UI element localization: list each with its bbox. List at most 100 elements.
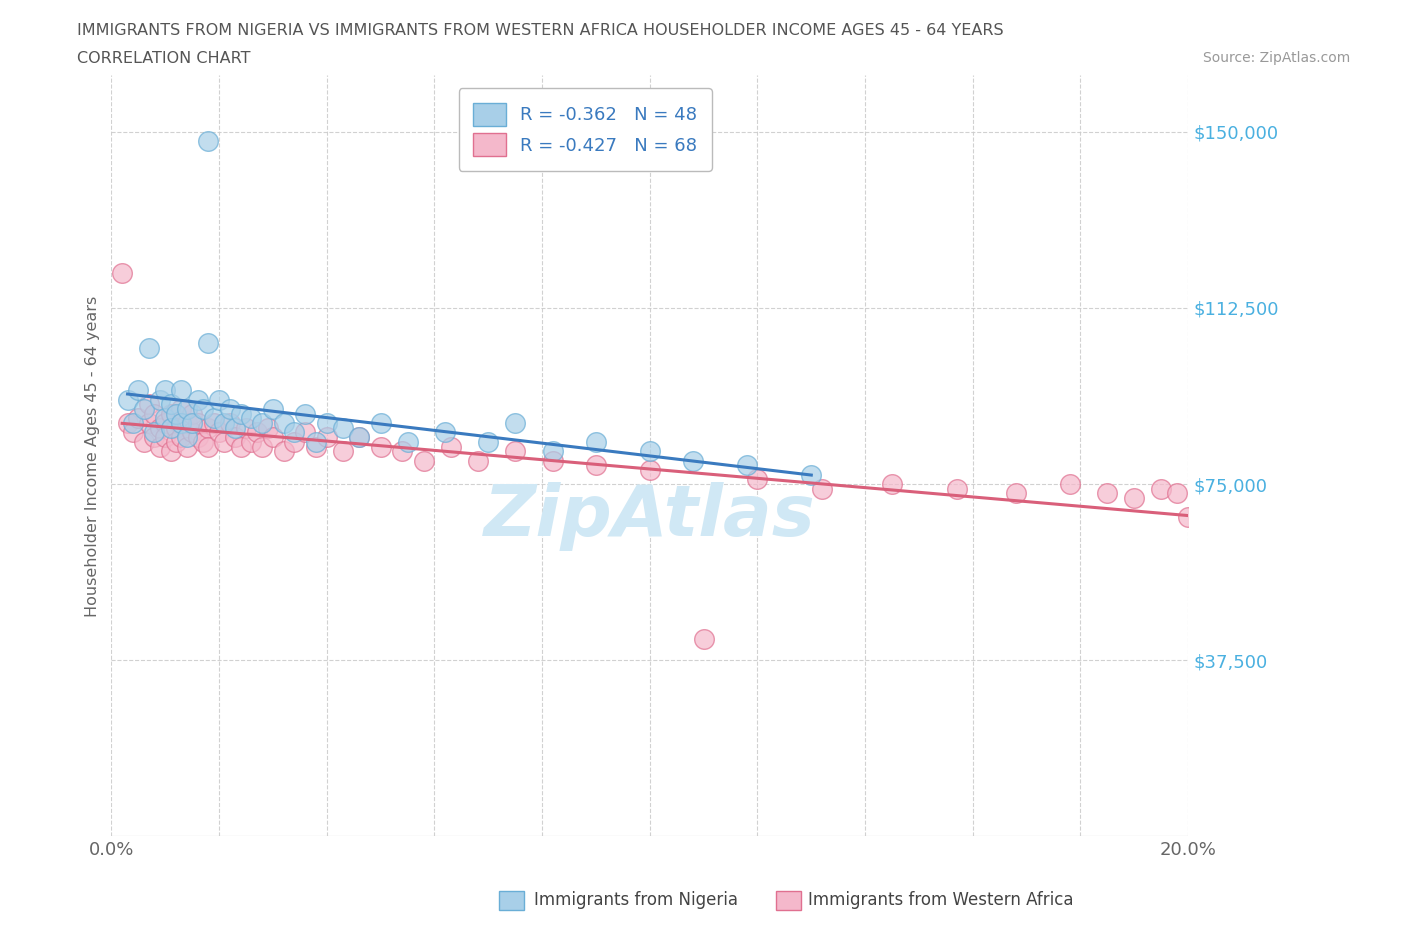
Point [541, 444, 564, 458]
Point [138, 416, 160, 431]
Point [208, 392, 231, 407]
Point [143, 406, 166, 421]
Point [235, 420, 257, 435]
Point [391, 444, 413, 458]
Point [155, 383, 177, 398]
Point [155, 416, 177, 431]
Point [111, 265, 134, 280]
Point [262, 402, 284, 417]
Point [214, 416, 236, 431]
Point [467, 453, 489, 468]
Text: IMMIGRANTS FROM NIGERIA VS IMMIGRANTS FROM WESTERN AFRICA HOUSEHOLDER INCOME AGE: IMMIGRANTS FROM NIGERIA VS IMMIGRANTS FR… [77, 23, 1004, 38]
Point [143, 425, 166, 440]
Point [202, 416, 225, 431]
Text: Immigrants from Western Africa: Immigrants from Western Africa [808, 891, 1074, 910]
Point [250, 439, 273, 454]
Point [187, 430, 209, 445]
Point [434, 425, 457, 440]
Point [294, 425, 316, 440]
Point [132, 402, 155, 417]
Point [176, 430, 198, 445]
Point [170, 383, 193, 398]
Point [412, 453, 434, 468]
Text: Source: ZipAtlas.com: Source: ZipAtlas.com [1202, 51, 1350, 65]
Point [155, 411, 177, 426]
Point [197, 439, 219, 454]
Point [176, 416, 198, 431]
Point [439, 439, 461, 454]
Point [396, 434, 419, 449]
Point [197, 420, 219, 435]
Point [155, 430, 177, 445]
Point [638, 462, 661, 477]
Point [811, 482, 834, 497]
Point [638, 444, 661, 458]
Point [208, 425, 231, 440]
Point [283, 434, 305, 449]
Point [197, 134, 219, 149]
Point [187, 416, 209, 431]
Point [165, 420, 187, 435]
Point [294, 406, 316, 421]
Point [332, 420, 354, 435]
Point [747, 472, 769, 486]
Point [250, 416, 273, 431]
Point [273, 416, 295, 431]
Point [159, 420, 181, 435]
Point [181, 416, 204, 431]
Point [305, 439, 328, 454]
Point [880, 477, 903, 492]
Point [181, 406, 204, 421]
Point [187, 392, 209, 407]
Point [1005, 486, 1028, 501]
Point [585, 434, 607, 449]
Point [214, 434, 236, 449]
Point [945, 482, 967, 497]
Text: CORRELATION CHART: CORRELATION CHART [77, 51, 250, 66]
Point [138, 340, 160, 355]
Point [191, 434, 214, 449]
Point [176, 439, 198, 454]
Point [1097, 486, 1119, 501]
Point [165, 434, 187, 449]
Point [176, 402, 198, 417]
Point [585, 458, 607, 472]
Point [170, 430, 193, 445]
Point [1177, 510, 1199, 525]
Point [682, 453, 704, 468]
Point [197, 336, 219, 351]
Point [181, 425, 204, 440]
Point [315, 430, 337, 445]
Point [332, 444, 354, 458]
Point [127, 383, 149, 398]
Point [1150, 482, 1173, 497]
Point [262, 430, 284, 445]
Point [165, 406, 187, 421]
Point [159, 406, 181, 421]
Point [800, 467, 823, 482]
Point [159, 397, 181, 412]
Point [143, 430, 166, 445]
Point [149, 439, 172, 454]
Point [347, 430, 370, 445]
Point [224, 430, 246, 445]
Point [240, 411, 263, 426]
Text: ZipAtlas: ZipAtlas [484, 483, 815, 551]
Point [1059, 477, 1081, 492]
Point [224, 420, 246, 435]
Point [202, 411, 225, 426]
Point [503, 444, 526, 458]
Point [1123, 491, 1146, 506]
Point [159, 444, 181, 458]
Point [283, 425, 305, 440]
Point [503, 416, 526, 431]
Text: Immigrants from Nigeria: Immigrants from Nigeria [534, 891, 738, 910]
Point [117, 392, 139, 407]
Point [229, 406, 252, 421]
Point [138, 397, 160, 412]
Point [132, 434, 155, 449]
Point [191, 402, 214, 417]
Point [149, 392, 172, 407]
Point [370, 439, 392, 454]
Point [218, 402, 240, 417]
